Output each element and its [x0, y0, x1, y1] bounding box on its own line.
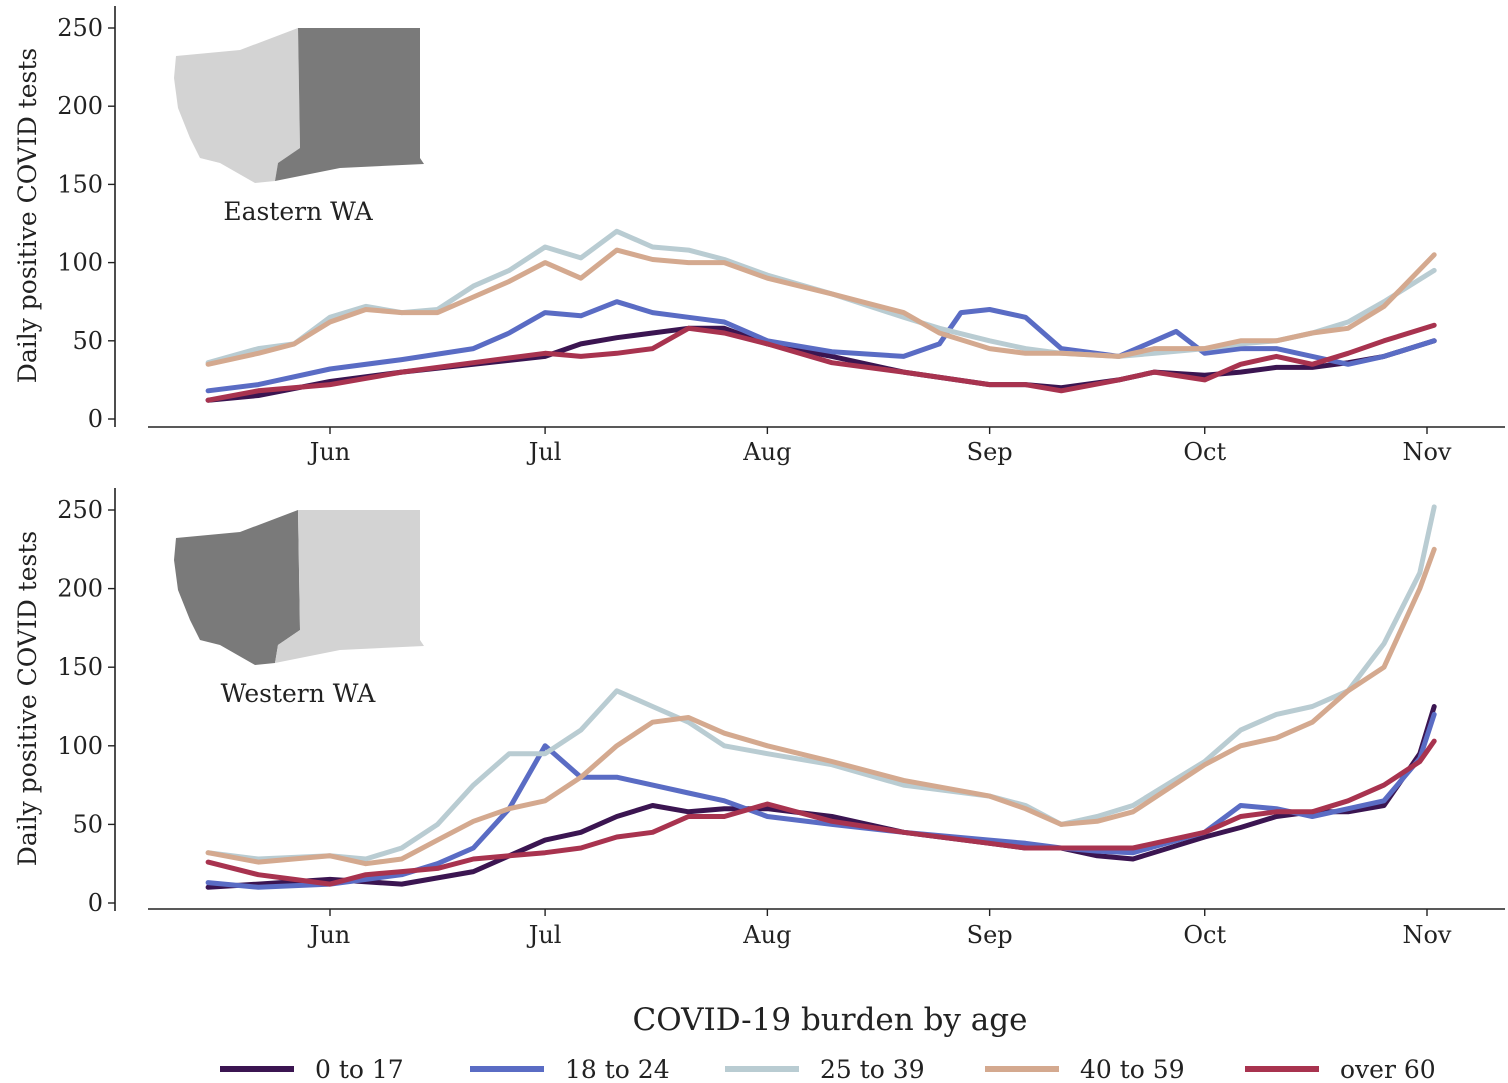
legend: COVID-19 burden by age 0 to 17 18 to 24 25…	[220, 1002, 1436, 1083]
x-tick-label-aug: Aug	[742, 438, 791, 466]
series-line-s40-59	[205, 247, 1437, 367]
y-tick-label: 0	[88, 405, 103, 433]
panel-eastern-wa: Eastern WA 0 50 100 150 200 250 Daily positive …	[13, 6, 1505, 466]
x-tick-label-aug: Aug	[742, 921, 791, 949]
legend-title: COVID-19 burden by age	[633, 1002, 1028, 1038]
y-tick-label: 50	[72, 810, 103, 838]
eastern-wa-region-shape	[275, 510, 424, 663]
y-tick-label: 150	[57, 653, 103, 681]
x-tick-label-jun: Jun	[307, 921, 351, 949]
x-tick-label-nov: Nov	[1402, 438, 1451, 466]
x-tick-label-sep: Sep	[967, 438, 1013, 466]
y-axis-label: Daily positive COVID tests	[13, 48, 42, 383]
western-wa-region-shape	[174, 28, 300, 183]
x-tick-label-oct: Oct	[1183, 921, 1226, 949]
series-line-s40-59	[205, 546, 1437, 867]
y-tick-label: 250	[57, 14, 103, 42]
x-tick-label-nov: Nov	[1402, 921, 1451, 949]
series-line-s60	[205, 738, 1437, 887]
inset-map	[174, 28, 424, 183]
y-tick-label: 100	[57, 732, 103, 760]
y-tick-label: 150	[57, 170, 103, 198]
legend-label-s25-39: 25 to 39	[820, 1055, 925, 1083]
x-tick-label-jul: Jul	[526, 438, 562, 466]
series-line-s18-24	[205, 299, 1437, 394]
y-tick-label: 250	[57, 496, 103, 524]
series-line-s60	[205, 322, 1437, 403]
y-tick-label: 0	[88, 889, 103, 917]
x-tick-label-oct: Oct	[1183, 438, 1226, 466]
legend-label-s40-59: 40 to 59	[1080, 1055, 1185, 1083]
inset-label: Western WA	[221, 679, 377, 708]
y-tick-label: 200	[57, 575, 103, 603]
legend-label-s18-24: 18 to 24	[565, 1055, 670, 1083]
x-tick-label-sep: Sep	[967, 921, 1013, 949]
eastern-wa-region-shape	[275, 28, 424, 181]
legend-label-s60: over 60	[1340, 1055, 1436, 1083]
x-tick-label-jun: Jun	[307, 438, 351, 466]
legend-label-s0-17: 0 to 17	[315, 1055, 404, 1083]
y-tick-label: 100	[57, 249, 103, 277]
series-line-s25-39	[205, 504, 1437, 862]
y-axis-label: Daily positive COVID tests	[13, 531, 42, 866]
y-tick-label: 50	[72, 327, 103, 355]
panel-western-wa: Western WA 0 50 100 150 200 250 Daily positive …	[13, 488, 1505, 949]
y-tick-label: 200	[57, 92, 103, 120]
inset-label: Eastern WA	[223, 197, 373, 226]
inset-map	[174, 510, 424, 665]
western-wa-region-shape	[174, 510, 300, 665]
x-tick-label-jul: Jul	[526, 921, 562, 949]
